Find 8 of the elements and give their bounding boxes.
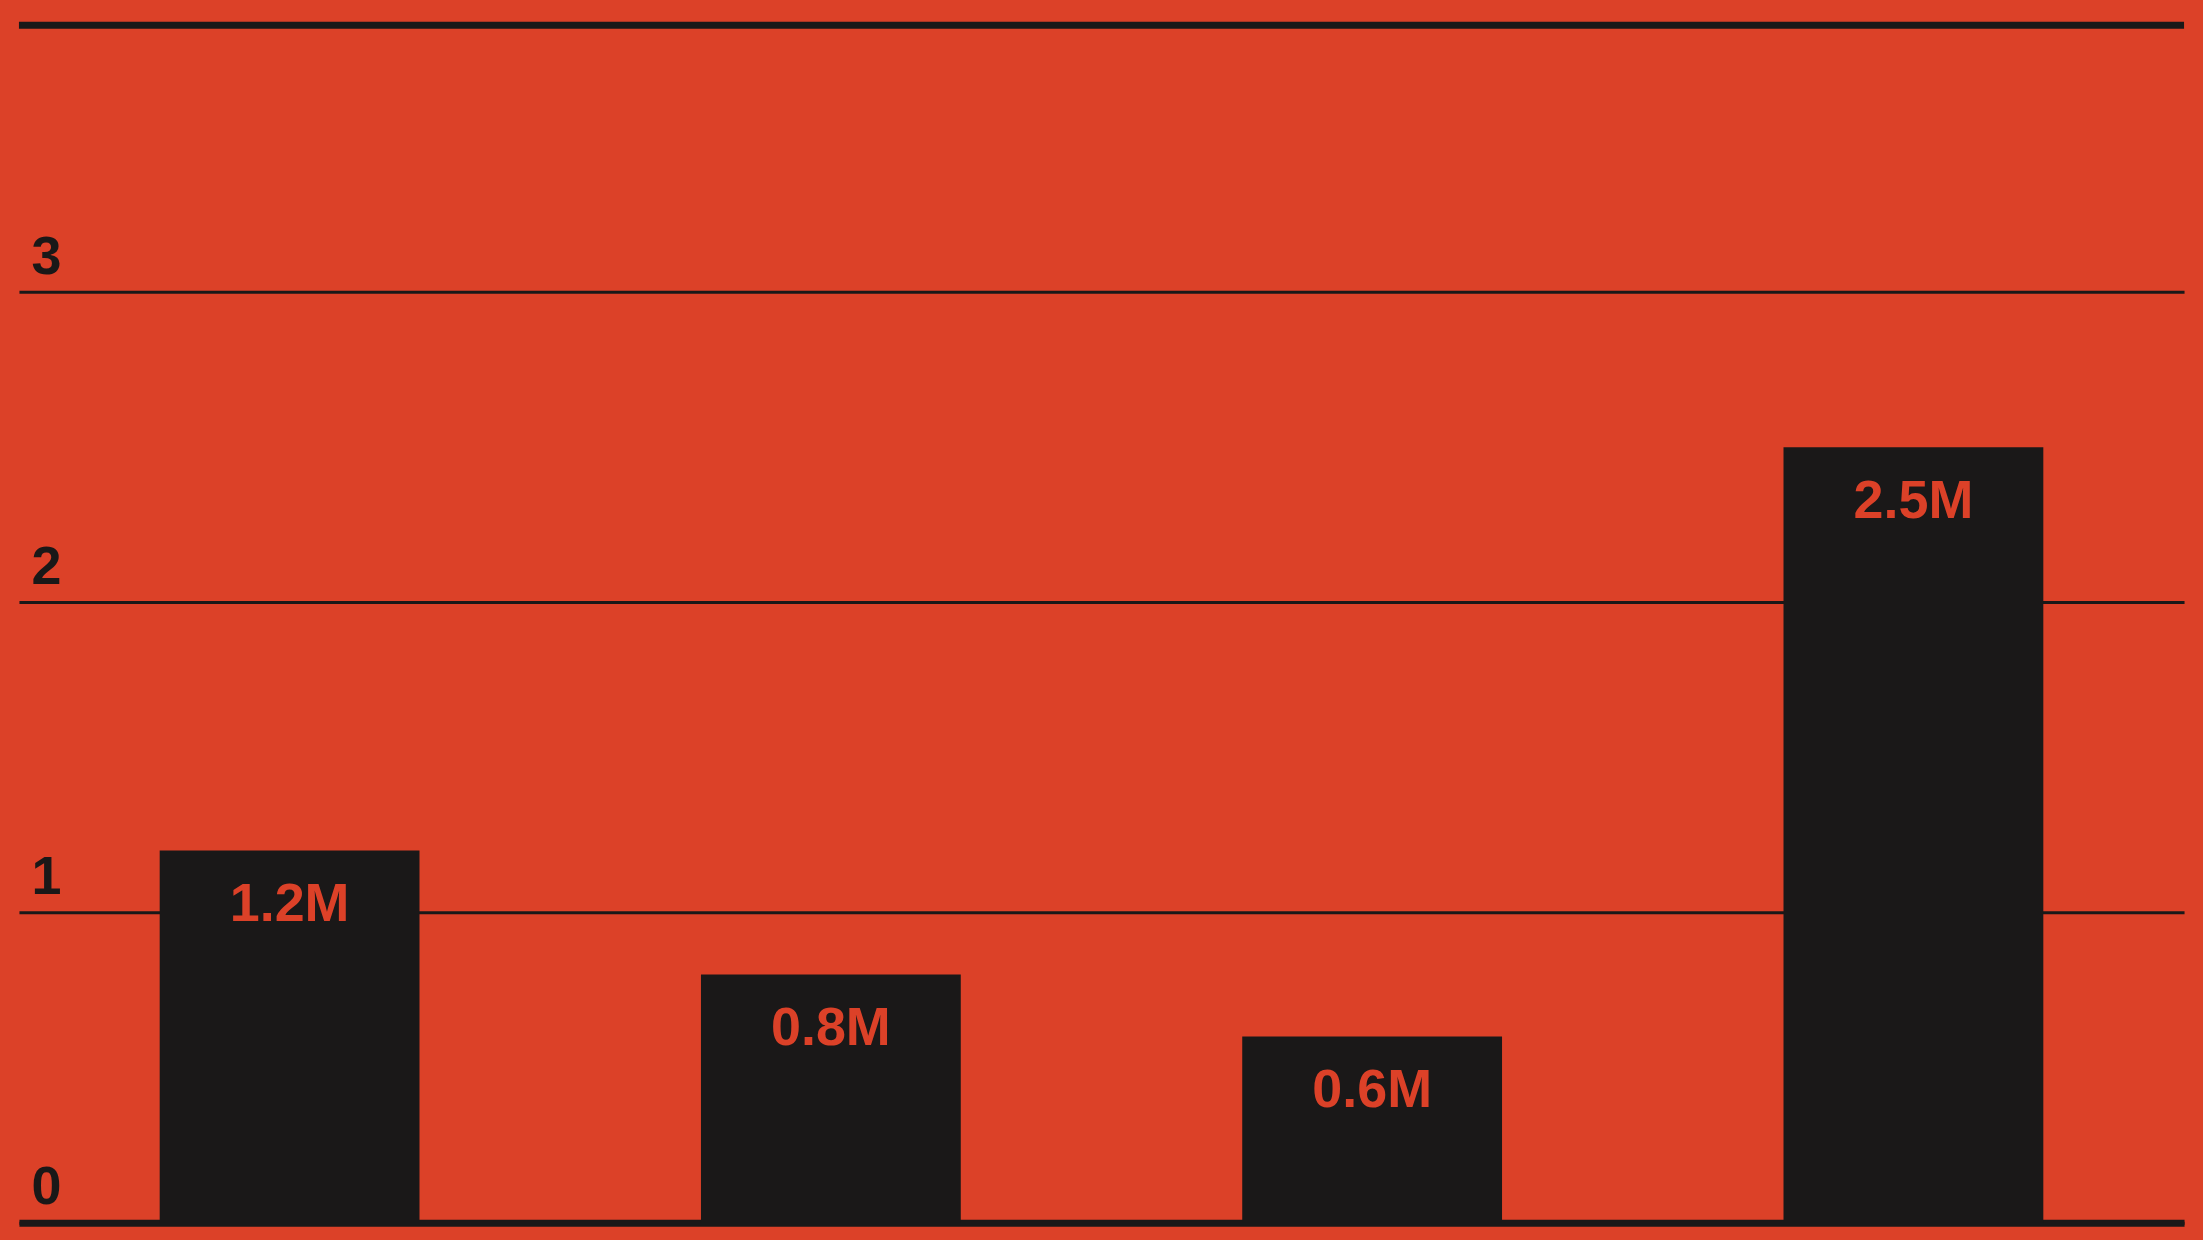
data-label: 0.8M bbox=[770, 996, 891, 1057]
y-tick-label: 1 bbox=[31, 845, 62, 905]
y-tick-label: 3 bbox=[31, 224, 62, 285]
y-tick-label: 2 bbox=[31, 534, 62, 595]
y-tick-label: 0 bbox=[31, 1155, 62, 1216]
data-label: 0.6M bbox=[1312, 1058, 1433, 1119]
data-label: 1.2M bbox=[229, 872, 350, 933]
data-label: 2.5M bbox=[1853, 469, 1974, 530]
